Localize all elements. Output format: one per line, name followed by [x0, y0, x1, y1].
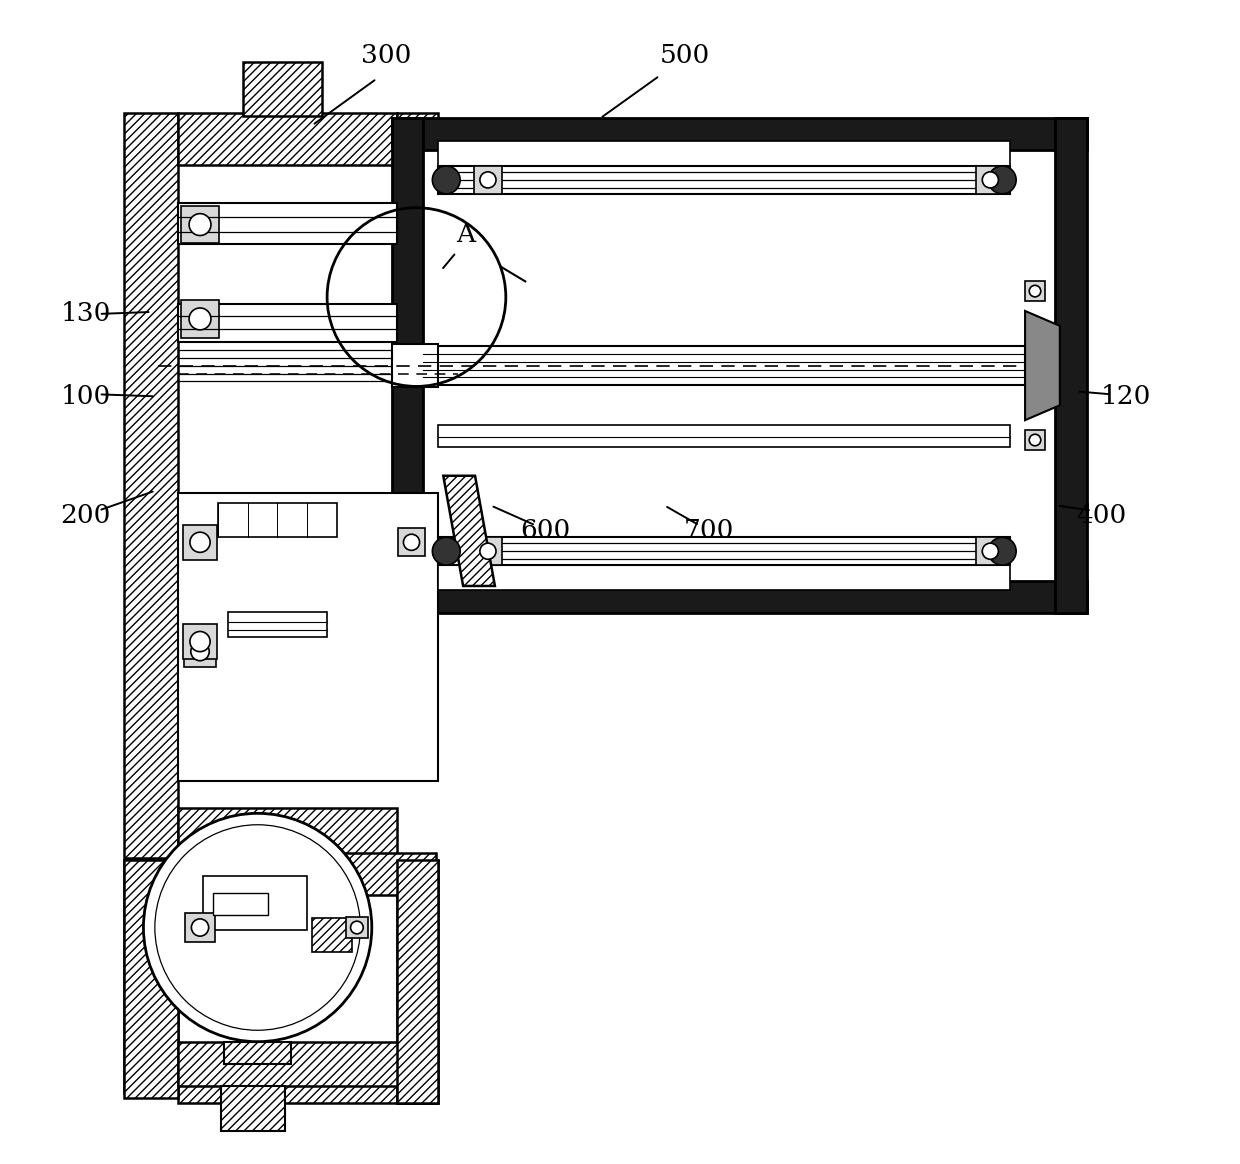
Bar: [221, 1086, 285, 1131]
Bar: [397, 860, 438, 1103]
Bar: [213, 893, 268, 915]
Text: 200: 200: [61, 503, 112, 528]
Circle shape: [480, 544, 496, 559]
Circle shape: [988, 538, 1016, 565]
Bar: [1025, 430, 1045, 450]
Bar: [228, 612, 327, 637]
Bar: [124, 860, 179, 1099]
Circle shape: [988, 166, 1016, 193]
Bar: [392, 581, 1086, 612]
Circle shape: [144, 814, 372, 1042]
Bar: [438, 538, 1011, 565]
Bar: [179, 808, 397, 860]
Bar: [179, 492, 438, 781]
Bar: [185, 913, 215, 943]
Bar: [182, 624, 217, 659]
Bar: [181, 206, 219, 243]
Bar: [236, 1042, 279, 1046]
Bar: [312, 917, 352, 952]
Bar: [179, 113, 397, 165]
Circle shape: [190, 632, 210, 652]
Bar: [423, 150, 1055, 581]
Bar: [392, 119, 423, 612]
Circle shape: [982, 544, 998, 559]
Bar: [181, 300, 219, 338]
Bar: [182, 525, 217, 560]
Circle shape: [188, 308, 211, 329]
Bar: [438, 166, 1011, 193]
Bar: [1055, 119, 1086, 612]
Circle shape: [190, 532, 210, 553]
Circle shape: [480, 172, 496, 187]
Circle shape: [433, 538, 460, 565]
Bar: [392, 119, 1086, 150]
Bar: [179, 1058, 436, 1103]
Bar: [474, 538, 502, 565]
Bar: [218, 503, 337, 538]
Bar: [474, 166, 502, 193]
Bar: [397, 113, 438, 470]
Text: 600: 600: [521, 518, 570, 542]
Bar: [397, 860, 438, 1103]
Text: 300: 300: [362, 43, 412, 69]
Text: 500: 500: [660, 43, 709, 69]
Text: 700: 700: [684, 518, 734, 542]
Circle shape: [188, 214, 211, 235]
Text: A: A: [456, 222, 476, 247]
Bar: [179, 203, 397, 244]
Polygon shape: [1025, 311, 1060, 420]
Bar: [124, 113, 179, 858]
Bar: [203, 875, 308, 930]
Circle shape: [433, 166, 460, 193]
Bar: [179, 304, 397, 342]
Bar: [438, 425, 1011, 447]
Bar: [124, 860, 179, 1093]
Circle shape: [982, 172, 998, 187]
Circle shape: [1029, 434, 1040, 446]
Bar: [179, 853, 436, 895]
Bar: [243, 62, 322, 116]
Text: 130: 130: [61, 301, 112, 326]
Circle shape: [351, 921, 363, 934]
Polygon shape: [443, 476, 495, 585]
Circle shape: [1029, 285, 1040, 297]
Circle shape: [191, 643, 210, 661]
Bar: [346, 916, 368, 938]
Bar: [185, 636, 216, 667]
Circle shape: [403, 534, 419, 551]
Bar: [179, 1042, 436, 1086]
Bar: [179, 860, 436, 1058]
Bar: [179, 165, 397, 808]
Bar: [224, 1042, 291, 1064]
Text: 400: 400: [1076, 503, 1127, 528]
Bar: [438, 141, 1011, 166]
Bar: [976, 538, 1004, 565]
Bar: [438, 565, 1011, 590]
Bar: [1025, 282, 1045, 301]
Bar: [423, 346, 1025, 385]
Text: 120: 120: [1101, 384, 1152, 409]
Bar: [229, 210, 299, 240]
Bar: [398, 528, 425, 556]
Circle shape: [191, 918, 208, 936]
Bar: [392, 343, 438, 388]
Bar: [976, 166, 1004, 193]
Text: 100: 100: [61, 384, 110, 409]
